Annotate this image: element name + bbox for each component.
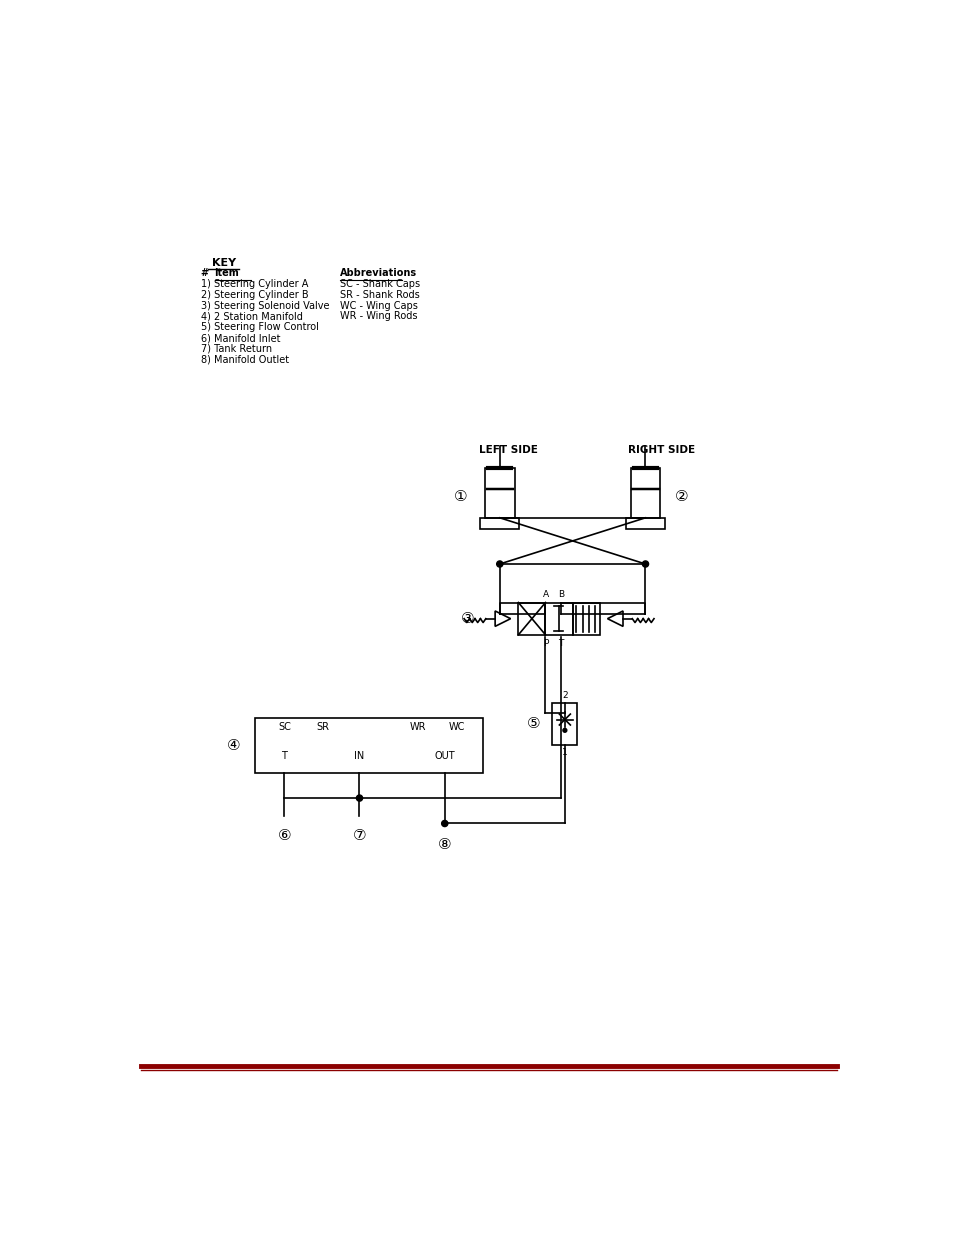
Circle shape xyxy=(356,795,362,802)
Text: 4) 2 Station Manifold: 4) 2 Station Manifold xyxy=(200,311,302,321)
Bar xyxy=(517,603,545,635)
Text: WC - Wing Caps: WC - Wing Caps xyxy=(340,300,417,311)
Bar xyxy=(630,468,659,517)
Circle shape xyxy=(497,561,502,567)
Text: ⑥: ⑥ xyxy=(277,827,291,842)
Text: WC: WC xyxy=(448,722,464,732)
Text: SC: SC xyxy=(277,722,291,732)
Text: WR - Wing Rods: WR - Wing Rods xyxy=(340,311,417,321)
Text: ⑦: ⑦ xyxy=(353,827,366,842)
Text: 5) Steering Flow Control: 5) Steering Flow Control xyxy=(200,322,318,332)
Text: A: A xyxy=(542,589,548,599)
Text: 2: 2 xyxy=(561,690,567,699)
Circle shape xyxy=(441,820,447,826)
Text: 2) Steering Cylinder B: 2) Steering Cylinder B xyxy=(200,290,308,300)
Text: 1: 1 xyxy=(561,748,567,757)
Text: 1) Steering Cylinder A: 1) Steering Cylinder A xyxy=(200,279,308,289)
Text: OUT: OUT xyxy=(434,751,455,761)
Text: LEFT SIDE: LEFT SIDE xyxy=(478,445,537,454)
Bar xyxy=(480,517,518,529)
Text: RIGHT SIDE: RIGHT SIDE xyxy=(627,445,695,454)
Text: WR: WR xyxy=(409,722,425,732)
Text: ④: ④ xyxy=(226,739,240,753)
Text: SR: SR xyxy=(316,722,329,732)
Text: IN: IN xyxy=(354,751,364,761)
Circle shape xyxy=(562,729,566,732)
Text: Abbreviations: Abbreviations xyxy=(340,268,416,278)
Text: #: # xyxy=(200,268,209,278)
Text: 7) Tank Return: 7) Tank Return xyxy=(200,343,272,353)
Text: 3) Steering Solenoid Valve: 3) Steering Solenoid Valve xyxy=(200,300,329,311)
Text: SC - Shank Caps: SC - Shank Caps xyxy=(340,279,420,289)
Text: P: P xyxy=(542,640,548,648)
Text: T: T xyxy=(281,751,287,761)
Bar xyxy=(625,517,664,529)
Text: ①: ① xyxy=(453,489,467,504)
Text: KEY: KEY xyxy=(212,258,235,268)
Text: ③: ③ xyxy=(460,611,475,626)
Bar xyxy=(545,603,572,635)
Text: T: T xyxy=(558,640,563,648)
Text: ⑤: ⑤ xyxy=(526,716,540,731)
Text: 6) Manifold Inlet: 6) Manifold Inlet xyxy=(200,333,280,343)
Bar xyxy=(572,603,599,635)
Text: ②: ② xyxy=(675,489,688,504)
Text: 8) Manifold Outlet: 8) Manifold Outlet xyxy=(200,354,289,364)
Circle shape xyxy=(641,561,648,567)
Bar xyxy=(552,703,577,745)
Bar xyxy=(484,468,514,517)
Text: Item: Item xyxy=(214,268,239,278)
Text: SR - Shank Rods: SR - Shank Rods xyxy=(340,290,419,300)
Text: ⑧: ⑧ xyxy=(437,837,451,852)
Text: B: B xyxy=(558,589,563,599)
Bar xyxy=(254,718,483,773)
